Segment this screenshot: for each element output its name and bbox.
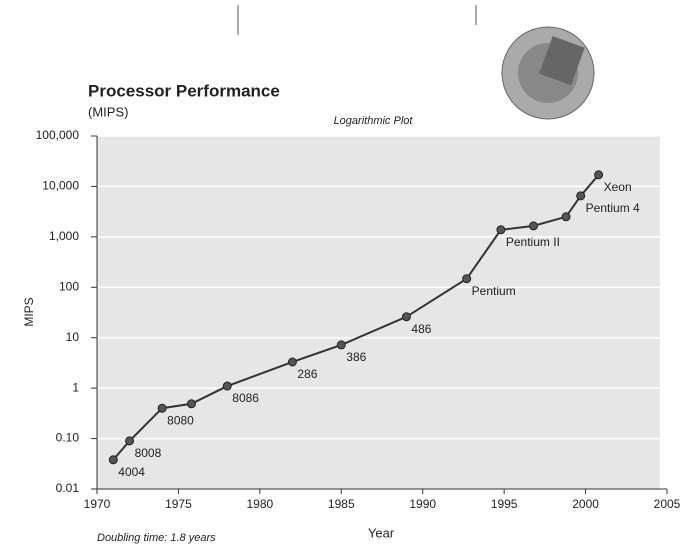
x-tick-label: 2000	[572, 497, 599, 511]
point-label: Xeon	[604, 180, 632, 194]
y-tick-label: 10	[66, 330, 80, 344]
point	[187, 400, 195, 408]
y-tick-label: 0.01	[56, 481, 80, 495]
point	[223, 382, 231, 390]
point-label: Pentium II	[506, 235, 560, 249]
point	[402, 313, 410, 321]
x-tick-label: 2005	[654, 497, 681, 511]
point	[288, 358, 296, 366]
x-axis-label: Year	[368, 525, 395, 540]
y-tick-label: 100,000	[36, 128, 80, 142]
point-label: 386	[346, 350, 366, 364]
x-tick-label: 1970	[84, 497, 111, 511]
y-axis-label: MIPS	[22, 297, 36, 326]
y-tick-label: 1,000	[49, 229, 79, 243]
x-tick-label: 1980	[247, 497, 274, 511]
point-label: 8086	[232, 391, 259, 405]
point	[562, 213, 570, 221]
y-tick-label: 10,000	[42, 179, 79, 193]
point	[577, 192, 585, 200]
point-label: 8008	[135, 446, 162, 460]
decorative-dial	[502, 27, 594, 119]
point	[109, 456, 117, 464]
point	[497, 226, 505, 234]
point-label: 4004	[118, 465, 145, 479]
point-label: 8080	[167, 413, 194, 427]
y-tick-label: 1	[72, 380, 79, 394]
chart: Processor Performance (MIPS) Logarithmic…	[0, 0, 686, 549]
chart-subtitle: (MIPS)	[88, 104, 128, 119]
chart-title: Processor Performance	[88, 81, 280, 100]
x-tick-label: 1995	[491, 497, 518, 511]
x-tick-label: 1985	[328, 497, 355, 511]
x-tick-label: 1975	[165, 497, 192, 511]
y-tick-label: 100	[59, 279, 79, 293]
point-label: 486	[411, 322, 431, 336]
point-label: Pentium	[472, 284, 516, 298]
y-tick-label: 0.10	[56, 431, 80, 445]
note: Doubling time: 1.8 years	[97, 532, 216, 544]
plot-area	[97, 136, 660, 489]
point	[595, 171, 603, 179]
point	[463, 275, 471, 283]
x-tick-label: 1990	[409, 497, 436, 511]
point-label: Pentium 4	[586, 201, 640, 215]
point-label: 286	[297, 367, 317, 381]
point	[126, 437, 134, 445]
annotation: Logarithmic Plot	[334, 115, 414, 127]
point	[337, 341, 345, 349]
point	[529, 222, 537, 230]
point	[158, 404, 166, 412]
